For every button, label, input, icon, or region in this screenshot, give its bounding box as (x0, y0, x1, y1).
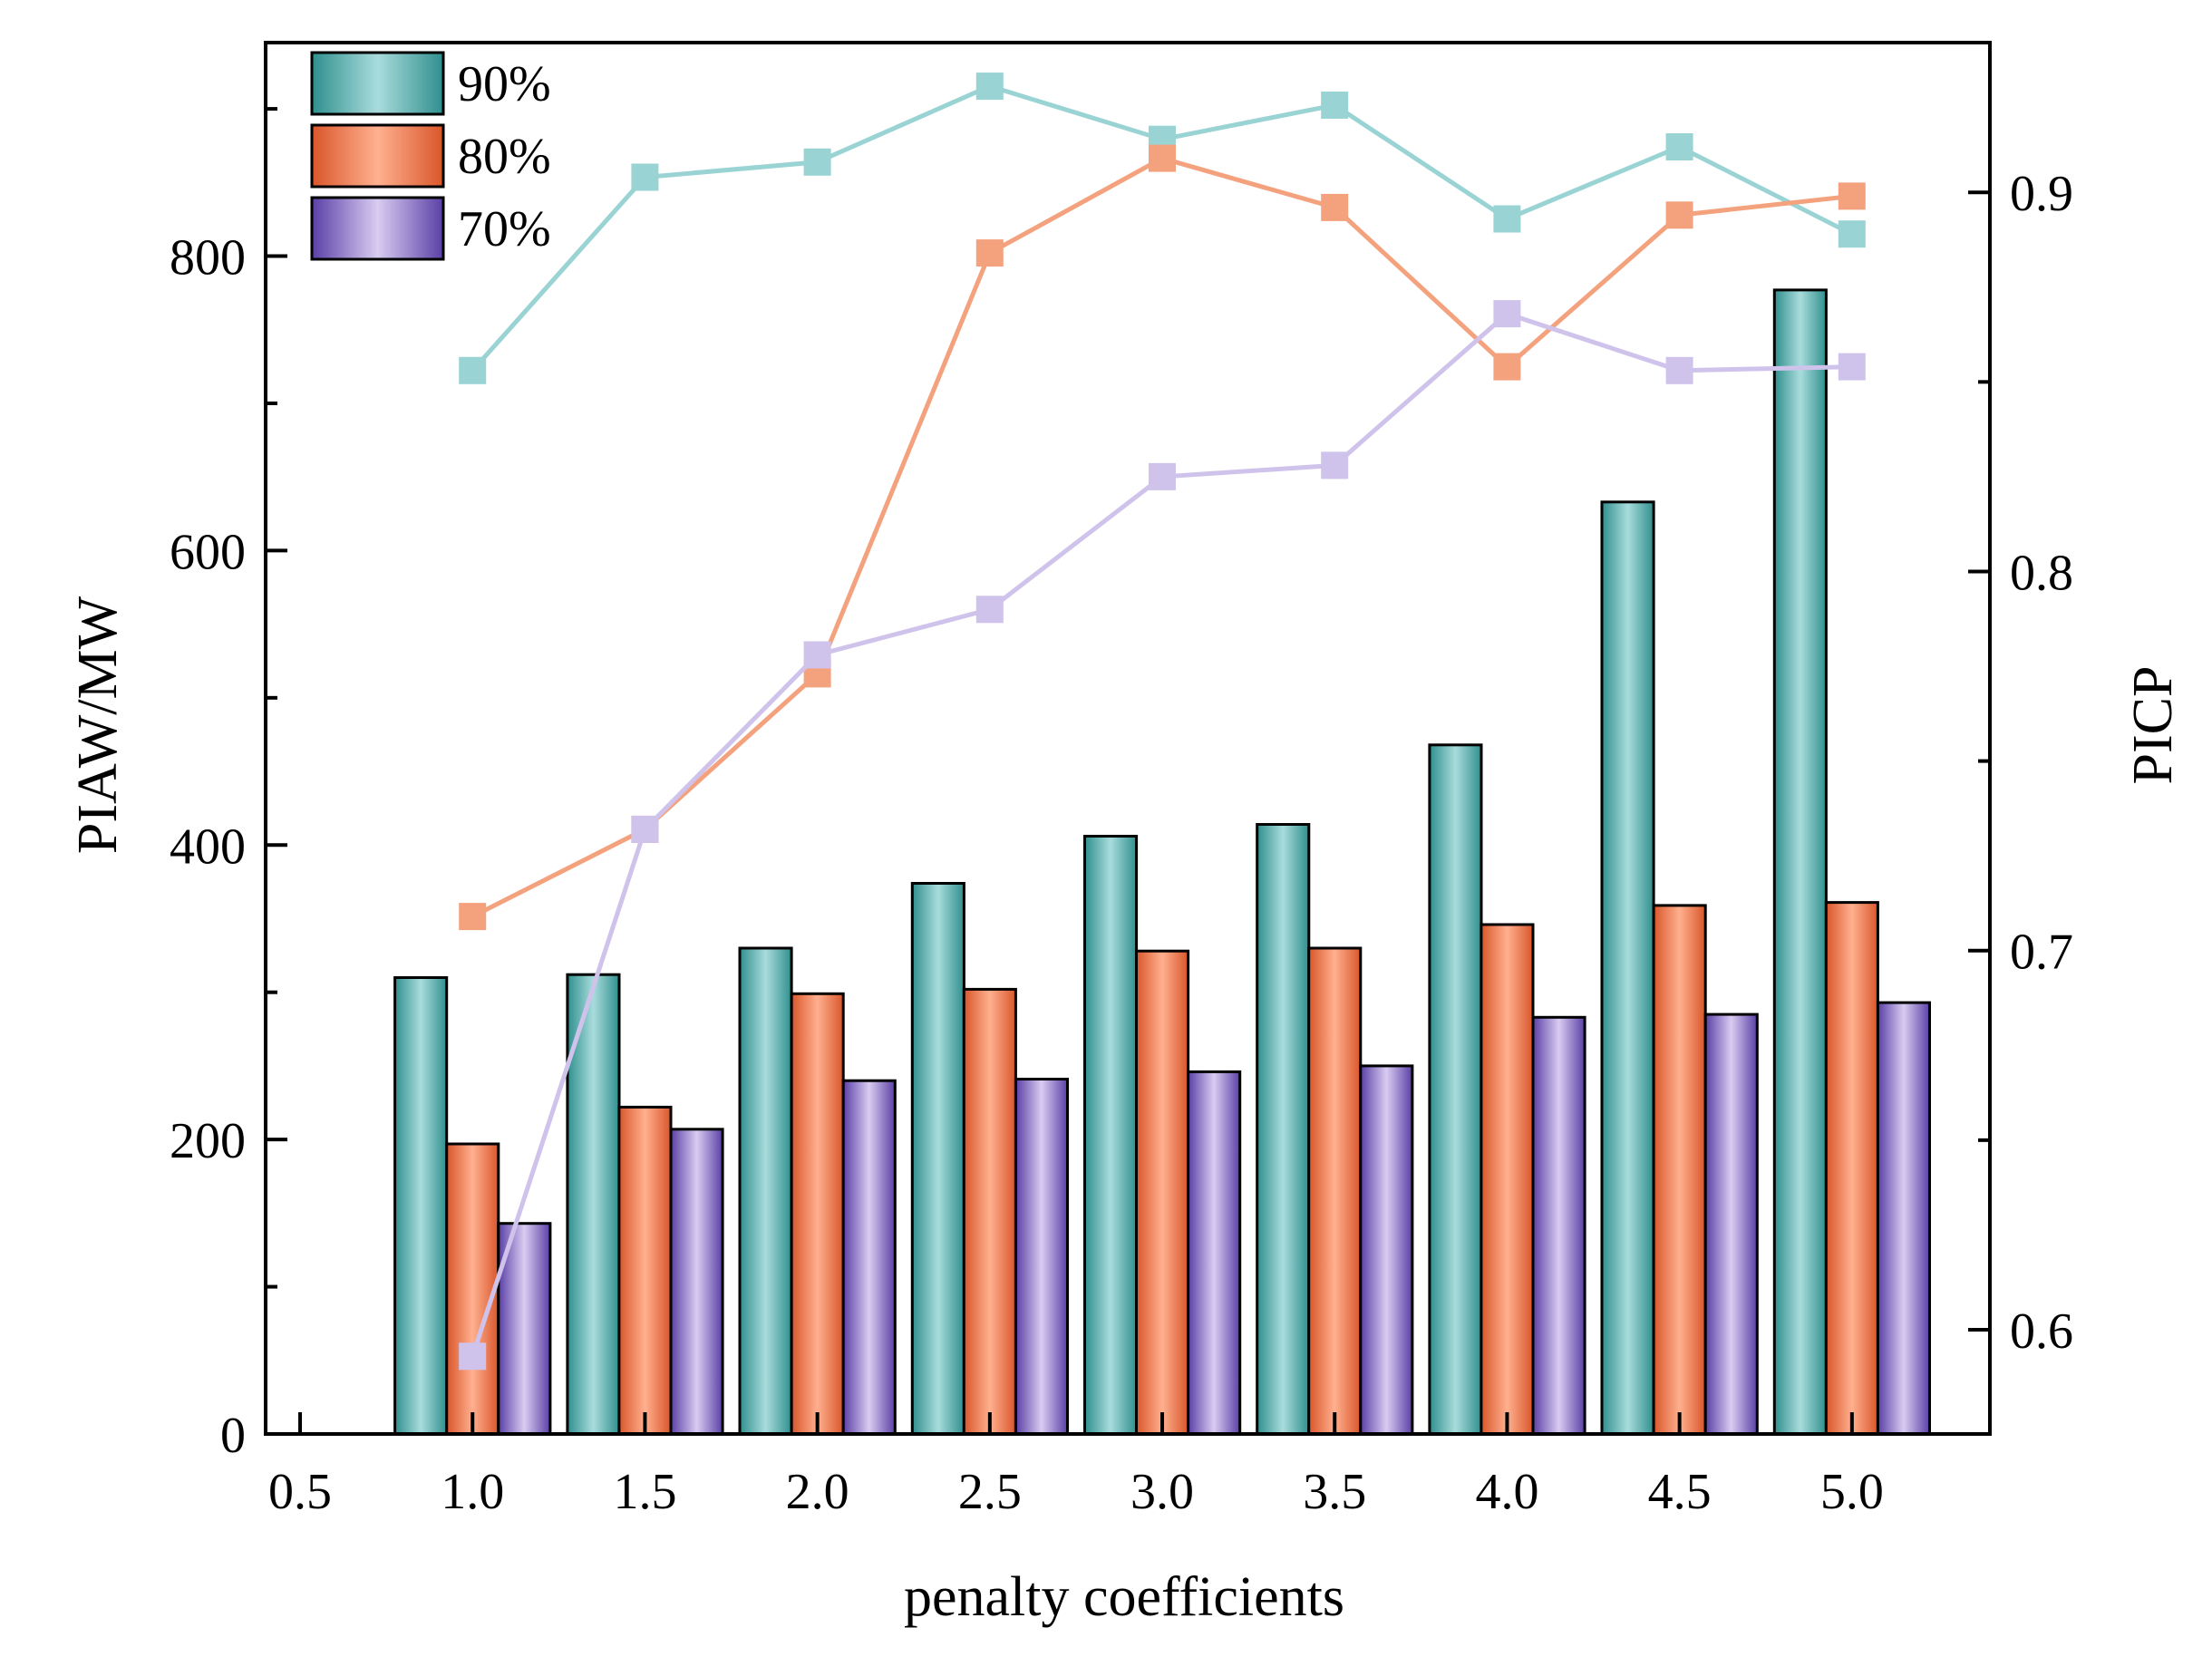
bar-90-3.0 (1083, 835, 1139, 1436)
marker-90-1.5 (631, 163, 659, 191)
marker-70-4.5 (1665, 356, 1693, 384)
y-left-tick-label: 400 (170, 819, 246, 875)
line-layer (459, 73, 1866, 1371)
bar-80-1.5 (617, 1105, 673, 1436)
bar-70-1.5 (669, 1128, 724, 1436)
bar-90-5.0 (1772, 288, 1828, 1436)
bar-80-5.0 (1824, 901, 1879, 1436)
y-left-tick-label: 200 (170, 1113, 246, 1169)
marker-80-2.5 (975, 239, 1004, 267)
marker-70-2.5 (975, 596, 1004, 624)
marker-90-2.0 (803, 148, 831, 176)
legend-label-70: 70% (458, 201, 551, 257)
marker-90-2.5 (975, 73, 1004, 101)
x-tick-label: 1.0 (441, 1464, 504, 1520)
bar-70-2.5 (1014, 1078, 1070, 1436)
y-axis-left-label: PIAW/MW (67, 596, 129, 854)
bar-80-4.5 (1652, 904, 1707, 1436)
y-left-tick-label: 600 (170, 524, 246, 580)
x-tick-label: 3.5 (1303, 1464, 1366, 1520)
bar-90-1.0 (393, 976, 449, 1436)
legend-label-90: 90% (458, 56, 551, 112)
marker-70-3.0 (1149, 462, 1176, 490)
bar-80-2.5 (962, 987, 1017, 1436)
marker-80-4.5 (1665, 201, 1693, 229)
legend-label-80: 80% (458, 129, 551, 185)
x-tick-label: 3.0 (1130, 1464, 1194, 1520)
legend-swatch-90 (310, 51, 445, 116)
legend: 90% 80% 70% (310, 51, 551, 261)
bar-90-4.0 (1428, 743, 1483, 1436)
bar-80-3.5 (1307, 946, 1363, 1436)
marker-90-5.0 (1838, 220, 1866, 248)
marker-70-1.0 (459, 1342, 487, 1371)
x-tick-label: 2.5 (958, 1464, 1022, 1520)
y-left-tick-label: 800 (170, 230, 246, 286)
x-tick-label: 0.5 (268, 1464, 332, 1520)
marker-80-5.0 (1838, 182, 1866, 210)
x-tick-label: 4.0 (1475, 1464, 1538, 1520)
bar-layer (393, 288, 1931, 1436)
bar-90-3.5 (1256, 823, 1311, 1436)
y-axis-right-label: PICP (2122, 666, 2184, 785)
bar-70-4.5 (1703, 1012, 1759, 1436)
bar-80-3.0 (1135, 949, 1190, 1436)
marker-70-3.5 (1321, 451, 1349, 480)
bar-80-4.0 (1480, 923, 1535, 1436)
bar-90-2.0 (738, 946, 793, 1436)
marker-70-4.0 (1493, 300, 1521, 328)
bar-70-3.0 (1187, 1070, 1242, 1436)
marker-90-3.5 (1321, 92, 1349, 119)
marker-90-4.5 (1665, 133, 1693, 160)
x-tick-label: 4.5 (1648, 1464, 1712, 1520)
bar-70-5.0 (1876, 1001, 1931, 1436)
y-right-tick-label: 0.6 (2010, 1303, 2073, 1360)
bar-80-1.0 (445, 1142, 500, 1436)
bar-90-4.5 (1600, 500, 1655, 1436)
marker-80-3.0 (1149, 144, 1176, 172)
marker-90-4.0 (1493, 205, 1521, 233)
bar-90-2.5 (910, 882, 965, 1436)
marker-80-1.0 (459, 903, 487, 931)
marker-90-1.0 (459, 356, 487, 384)
y-right-tick-label: 0.8 (2010, 545, 2073, 601)
bar-80-2.0 (790, 992, 845, 1436)
bar-70-1.0 (497, 1222, 552, 1436)
bar-70-4.0 (1531, 1015, 1586, 1436)
marker-70-2.0 (803, 641, 831, 669)
legend-swatch-70 (310, 196, 445, 261)
y-right-tick-label: 0.9 (2010, 166, 2073, 222)
marker-70-5.0 (1838, 353, 1866, 381)
legend-swatch-80 (310, 123, 445, 189)
x-axis-label: penalty coefficients (904, 1566, 1344, 1628)
axes-layer: 0 200 400 600 800 0.6 0.7 0.8 0.9 0.5 1.0 1.5 2.0 2.5… (170, 41, 2073, 1520)
x-tick-label: 2.0 (786, 1464, 849, 1520)
x-tick-label: 1.5 (613, 1464, 676, 1520)
marker-80-4.0 (1493, 353, 1521, 381)
y-left-tick-label: 0 (220, 1408, 246, 1464)
bar-70-3.5 (1359, 1064, 1414, 1436)
marker-70-1.5 (631, 815, 659, 843)
bar-70-2.0 (841, 1079, 897, 1436)
plot-frame (264, 41, 1992, 1436)
marker-80-3.5 (1321, 193, 1349, 221)
x-tick-label: 5.0 (1820, 1464, 1884, 1520)
y-right-tick-label: 0.7 (2010, 925, 2073, 981)
bar-90-1.5 (566, 973, 621, 1436)
